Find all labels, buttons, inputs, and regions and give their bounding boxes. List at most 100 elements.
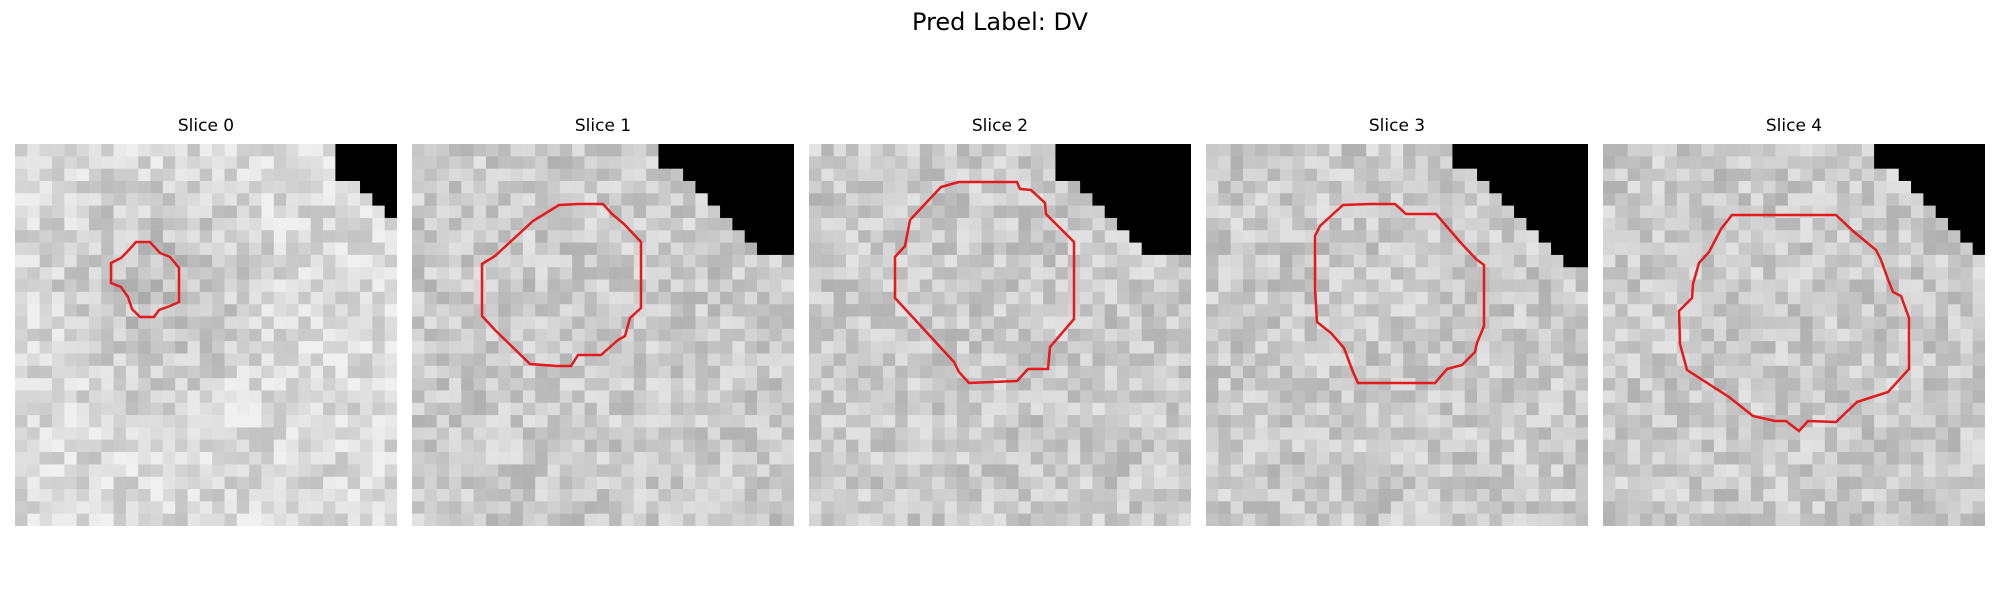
intensity-cell [224,501,238,515]
intensity-cell [944,328,958,342]
intensity-cell [870,390,884,404]
intensity-cell [39,205,53,219]
intensity-cell [809,415,822,429]
intensity-cell [858,476,872,490]
intensity-cell [1800,513,1814,526]
slice-image-3 [1206,144,1588,526]
intensity-cell [882,205,896,219]
intensity-cell [88,316,102,330]
intensity-cell [1230,193,1244,207]
intensity-cell [522,193,536,207]
intensity-cell [485,513,499,526]
intensity-cell [1316,378,1330,392]
intensity-cell [572,254,586,268]
intensity-cell [1824,242,1838,256]
intensity-cell [821,353,835,367]
intensity-cell [39,353,53,367]
intensity-cell [27,353,41,367]
intensity-cell [298,341,312,355]
intensity-cell [1366,156,1380,170]
intensity-cell [944,476,958,490]
intensity-cell [1316,254,1330,268]
intensity-cell [1129,501,1143,515]
intensity-cell [1563,415,1577,429]
intensity-cell [895,439,909,453]
intensity-cell [584,378,598,392]
intensity-cell [1886,304,1900,318]
intensity-cell [707,365,721,379]
intensity-cell [1316,464,1330,478]
intensity-cell [448,217,462,231]
intensity-cell [1787,378,1801,392]
intensity-cell [323,427,336,441]
intensity-cell [448,378,462,392]
intensity-cell [1390,353,1404,367]
intensity-cell [1874,304,1888,318]
intensity-cell [547,217,561,231]
intensity-cell [15,476,28,490]
intensity-cell [944,254,958,268]
intensity-cell [1415,452,1429,465]
intensity-cell [212,156,226,170]
intensity-cell [461,205,475,219]
intensity-cell [1526,501,1540,515]
intensity-cell [224,390,238,404]
intensity-cell [993,205,1007,219]
intensity-cell [1575,353,1588,367]
intensity-cell [845,489,859,502]
intensity-cell [1378,254,1392,268]
intensity-cell [1353,501,1367,515]
intensity-cell [15,156,28,170]
intensity-cell [1104,365,1118,379]
intensity-cell [1639,316,1653,330]
intensity-cell [621,390,635,404]
mask-region [1923,144,1937,206]
intensity-cell [1738,464,1752,478]
intensity-cell [1514,390,1527,404]
intensity-cell [1030,230,1044,244]
intensity-cell [424,402,438,416]
intensity-cell [658,168,672,182]
intensity-cell [1861,439,1875,453]
intensity-cell [461,304,475,318]
intensity-cell [1615,156,1629,170]
intensity-cell [27,205,41,219]
intensity-cell [1489,464,1503,478]
intensity-cell [1242,254,1256,268]
intensity-cell [224,365,238,379]
intensity-cell [1948,365,1961,379]
intensity-cell [1726,328,1740,342]
intensity-cell [744,279,758,293]
intensity-cell [907,402,921,416]
intensity-cell [1206,267,1219,281]
intensity-cell [757,328,770,342]
intensity-cell [809,254,822,268]
intensity-cell [1230,341,1244,355]
intensity-cell [1267,254,1281,268]
intensity-cell [1960,328,1974,342]
intensity-cell [1750,254,1764,268]
intensity-cell [335,513,349,526]
intensity-cell [1800,353,1814,367]
intensity-cell [757,390,770,404]
intensity-cell [1923,476,1937,490]
intensity-cell [1353,476,1367,490]
prediction-contour [1313,202,1486,385]
intensity-cell [1092,316,1106,330]
intensity-cell [1664,193,1678,207]
intensity-cell [1563,279,1577,293]
intensity-cell [1427,452,1441,465]
intensity-cell [485,427,499,441]
intensity-cell [1316,193,1330,207]
intensity-cell [323,341,336,355]
intensity-cell [1874,168,1888,182]
intensity-cell [1812,217,1826,231]
intensity-cell [1911,390,1924,404]
intensity-cell [559,353,573,367]
intensity-cell [64,464,78,478]
intensity-cell [1329,267,1343,281]
intensity-cell [372,205,386,219]
mask-region [1563,144,1577,268]
intensity-cell [919,267,933,281]
intensity-cell [1575,328,1588,342]
